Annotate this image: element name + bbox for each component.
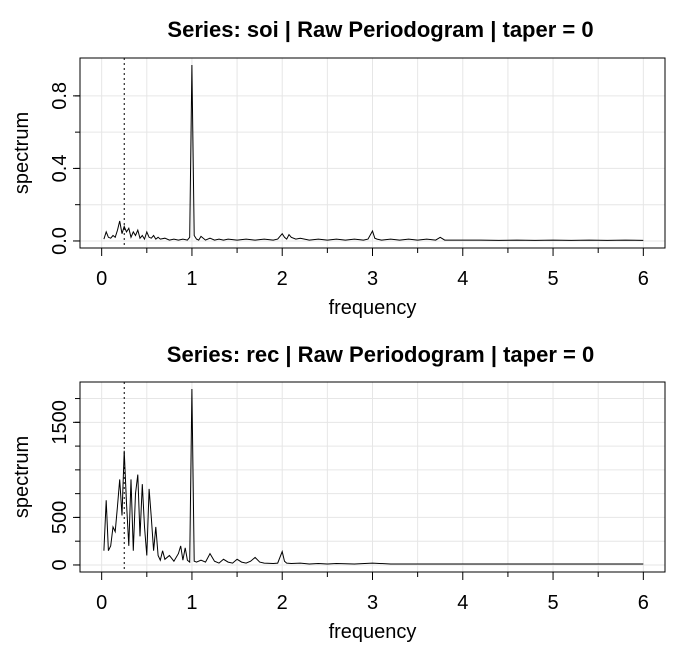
x-tick-label: 4 — [457, 592, 468, 614]
x-tick-label: 5 — [547, 592, 558, 614]
y-tick-label: 0.8 — [49, 82, 71, 110]
x-tick-label: 3 — [367, 592, 378, 614]
x-tick-label: 4 — [457, 268, 468, 290]
series-line — [103, 388, 644, 565]
x-tick-label: 1 — [186, 592, 197, 614]
plot-area: 0 1 2 3 4 5 6 0 500 1500 — [49, 381, 666, 614]
x-tick-label: 1 — [186, 268, 197, 290]
y-axis-label: spectrum — [11, 112, 33, 194]
x-tick-label: 5 — [547, 268, 558, 290]
x-tick-label: 6 — [638, 592, 649, 614]
x-tick-label: 2 — [277, 592, 288, 614]
chart-title: Series: rec | Raw Periodogram | taper = … — [167, 342, 594, 367]
panel-rec: Series: rec | Raw Periodogram | taper = … — [11, 342, 666, 643]
x-tick-label: 2 — [277, 268, 288, 290]
panel-soi: Series: soi | Raw Periodogram | taper = … — [11, 17, 666, 319]
y-tick-label: 1500 — [49, 400, 71, 445]
x-tick-label: 6 — [638, 268, 649, 290]
y-axis-label: spectrum — [11, 436, 33, 518]
y-tick-label: 500 — [49, 501, 71, 534]
x-tick-label: 0 — [96, 268, 107, 290]
chart-title: Series: soi | Raw Periodogram | taper = … — [167, 17, 593, 42]
y-tick-label: 0.4 — [49, 155, 71, 183]
series-line — [103, 64, 644, 241]
x-axis-label: frequency — [329, 621, 417, 643]
y-tick-label: 0.0 — [49, 227, 71, 255]
y-tick-label: 0 — [49, 559, 71, 570]
plot-area: 0 1 2 3 4 5 6 0.0 0.4 0.8 — [49, 57, 666, 290]
x-tick-label: 3 — [367, 268, 378, 290]
x-axis-label: frequency — [329, 297, 417, 319]
x-tick-label: 0 — [96, 592, 107, 614]
